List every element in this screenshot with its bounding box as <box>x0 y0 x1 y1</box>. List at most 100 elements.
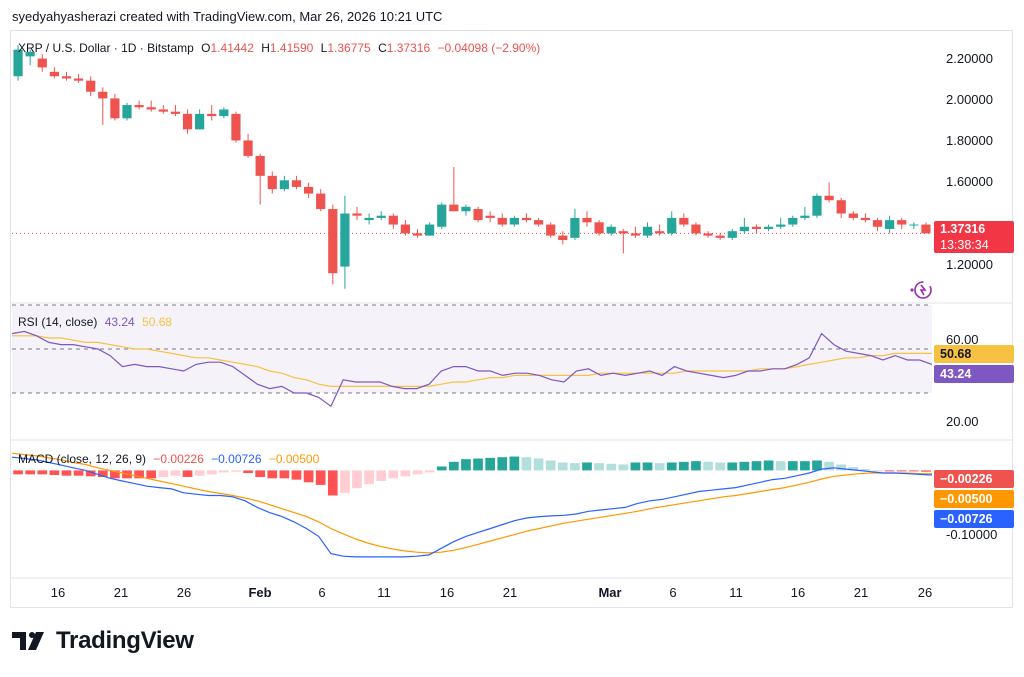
macd-histogram-bar <box>255 470 265 477</box>
macd-histogram-bar <box>812 460 822 471</box>
macd-histogram-bar <box>473 458 483 471</box>
macd-axis-label: -0.10000 <box>946 527 998 542</box>
candle-body <box>182 113 193 130</box>
candle-body <box>485 215 495 218</box>
macd-histogram-bar <box>775 461 786 471</box>
candle-body <box>412 233 423 236</box>
rsi-label[interactable]: RSI (14, close) <box>18 315 98 329</box>
x-axis-label: 16 <box>791 585 805 600</box>
price-axis-label: 2.00000 <box>946 92 993 107</box>
candle-body <box>630 233 641 236</box>
candle-body <box>909 224 919 226</box>
chart-caption: syedyahyasherazi created with TradingVie… <box>12 9 443 24</box>
x-axis-label: 21 <box>503 585 517 600</box>
macd-histogram-bar <box>691 461 701 471</box>
macd-histogram-bar <box>194 470 205 476</box>
candle-body <box>727 231 737 238</box>
rsi-ma-value: 50.68 <box>142 315 173 329</box>
macd-histogram-bar <box>836 464 847 471</box>
candle-body <box>400 224 411 234</box>
replay-icon[interactable] <box>907 278 935 302</box>
symbol-label[interactable]: XRP / U.S. Dollar · 1D · Bitstamp <box>18 41 194 55</box>
macd-histogram-bar <box>352 470 362 489</box>
candle-body <box>98 91 108 99</box>
candle-body <box>61 76 72 79</box>
price-axis-label: 1.60000 <box>946 174 993 189</box>
macd-histogram-bar <box>921 470 931 472</box>
candle-body <box>606 226 616 234</box>
rsi-tag: 43.24 <box>934 365 1014 383</box>
macd-histogram-bar <box>303 470 314 483</box>
candle-body <box>691 224 701 234</box>
candle-body <box>703 233 713 236</box>
rsi-line <box>11 330 933 408</box>
candle-body <box>122 105 132 119</box>
x-axis-label: 26 <box>918 585 932 600</box>
candle-body <box>255 155 265 176</box>
macd-histogram-bar <box>25 470 35 475</box>
open-label: O <box>201 41 211 55</box>
candle-body <box>655 231 665 234</box>
macd-histogram-bar <box>49 470 60 476</box>
macd-histogram-bar <box>364 470 374 485</box>
macd-histogram-bar <box>146 470 157 479</box>
macd-histogram-bar <box>751 461 762 471</box>
candle-body <box>509 217 519 225</box>
x-axis-label: 6 <box>669 585 676 600</box>
macd-histogram-bar <box>848 467 859 471</box>
macd-histogram-bar <box>570 463 580 471</box>
candle-body <box>437 204 447 227</box>
candle-body <box>25 51 35 57</box>
macd-histogram-bar <box>243 470 253 474</box>
macd-histogram-bar <box>340 470 350 493</box>
candle-body <box>158 109 168 112</box>
candle-body <box>134 105 144 108</box>
macd-histogram-bar <box>606 463 617 471</box>
candle-body <box>812 195 822 216</box>
candle-body <box>860 217 871 221</box>
candle-body <box>594 222 604 234</box>
macd-label[interactable]: MACD (close, 12, 26, 9) <box>18 452 147 466</box>
candle-body <box>231 113 241 141</box>
candle-body <box>533 220 544 225</box>
macd-signal-line <box>11 452 932 554</box>
macd-histogram-bar <box>219 470 229 473</box>
macd-histogram-bar <box>134 470 144 479</box>
macd-signal-tag: −0.00500 <box>934 490 1014 508</box>
macd-histogram-bar <box>557 462 568 471</box>
macd-histogram-bar <box>727 462 738 471</box>
macd-histogram-bar <box>436 466 447 471</box>
candle-body <box>715 235 725 238</box>
x-axis-label: 21 <box>114 585 128 600</box>
macd-legend: MACD (close, 12, 26, 9) −0.00226 −0.0072… <box>18 452 323 466</box>
macd-histogram-bar <box>400 470 411 477</box>
macd-histogram-bar <box>73 470 84 476</box>
candle-body <box>921 224 931 234</box>
candle-body <box>388 215 398 225</box>
macd-histogram-bar <box>158 470 169 477</box>
candle-body <box>558 235 568 241</box>
rsi-axis-label: 20.00 <box>946 414 979 429</box>
open-value: 1.41442 <box>210 41 254 55</box>
macd-histogram-bar <box>824 461 834 471</box>
price-axis-label: 2.20000 <box>946 51 993 66</box>
candle-body <box>824 195 834 201</box>
macd-histogram-bar <box>594 463 604 471</box>
candle-body <box>897 220 907 225</box>
candle-body <box>751 226 762 229</box>
macd-histogram-bar <box>533 458 544 471</box>
macd-histogram-bar <box>170 470 181 476</box>
candle-body <box>328 209 338 274</box>
x-axis-label: 11 <box>729 585 743 600</box>
macd-histogram-bar <box>679 461 689 471</box>
candle-body <box>497 217 507 225</box>
macd-histogram-bar <box>654 463 665 471</box>
macd-histogram-bar <box>909 470 919 472</box>
macd-histogram-bar <box>582 462 592 471</box>
candle-body <box>219 109 229 117</box>
candle-body <box>86 80 96 92</box>
candle-body <box>303 186 314 194</box>
tradingview-logo[interactable]: TradingView <box>12 627 194 655</box>
price-axis-label: 1.80000 <box>946 133 993 148</box>
